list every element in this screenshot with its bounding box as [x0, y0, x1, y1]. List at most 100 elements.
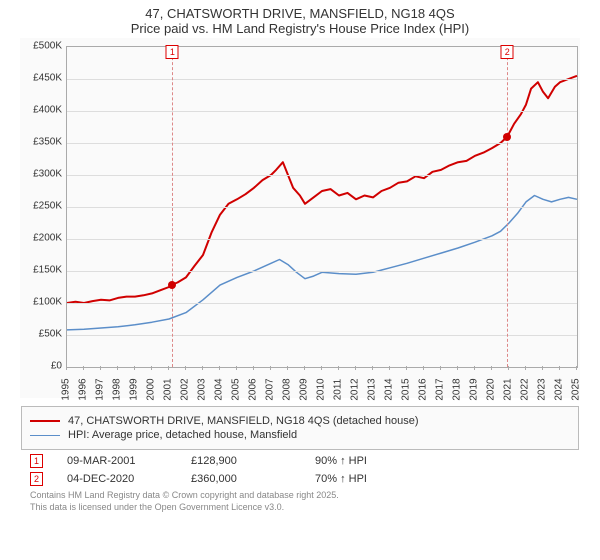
y-axis-label: £50K [39, 329, 62, 340]
event-date: 04-DEC-2020 [67, 473, 167, 485]
y-axis-label: £0 [51, 361, 62, 372]
marker-line [172, 47, 173, 367]
gridline [67, 207, 577, 208]
x-axis-label: 2005 [231, 378, 242, 400]
x-tick [406, 366, 407, 370]
x-axis-label: 2013 [367, 378, 378, 400]
y-axis-label: £450K [33, 73, 62, 84]
x-tick [321, 366, 322, 370]
marker-line [507, 47, 508, 367]
x-tick [151, 366, 152, 370]
x-axis-label: 2000 [146, 378, 157, 400]
x-tick [100, 366, 101, 370]
gridline [67, 111, 577, 112]
marker-dot [168, 281, 176, 289]
legend: 47, CHATSWORTH DRIVE, MANSFIELD, NG18 4Q… [21, 406, 579, 450]
x-tick [338, 366, 339, 370]
x-axis-label: 2009 [299, 378, 310, 400]
legend-label: HPI: Average price, detached house, Mans… [68, 429, 297, 441]
x-axis-label: 2025 [571, 378, 582, 400]
x-axis-label: 2014 [384, 378, 395, 400]
x-tick [270, 366, 271, 370]
x-axis-label: 2007 [265, 378, 276, 400]
gridline [67, 143, 577, 144]
x-tick [168, 366, 169, 370]
plot-area: 12 [66, 46, 578, 368]
x-axis-label: 2002 [180, 378, 191, 400]
x-axis-label: 2017 [435, 378, 446, 400]
legend-swatch [30, 435, 60, 436]
marker-badge: 1 [166, 45, 179, 59]
x-axis-label: 2023 [537, 378, 548, 400]
x-tick [542, 366, 543, 370]
legend-item: 47, CHATSWORTH DRIVE, MANSFIELD, NG18 4Q… [30, 415, 570, 427]
x-axis-label: 2019 [469, 378, 480, 400]
x-axis-label: 2012 [350, 378, 361, 400]
title-line-2: Price paid vs. HM Land Registry's House … [0, 21, 600, 36]
x-tick [185, 366, 186, 370]
attribution-line-1: Contains HM Land Registry data © Crown c… [30, 490, 570, 502]
marker-badge: 2 [501, 45, 514, 59]
y-axis-label: £200K [33, 233, 62, 244]
x-axis-label: 1995 [61, 378, 72, 400]
event-date: 09-MAR-2001 [67, 455, 167, 467]
x-axis-label: 2011 [333, 379, 344, 401]
x-tick [117, 366, 118, 370]
x-axis-label: 1996 [78, 378, 89, 400]
gridline [67, 335, 577, 336]
x-tick [134, 366, 135, 370]
legend-label: 47, CHATSWORTH DRIVE, MANSFIELD, NG18 4Q… [68, 415, 419, 427]
x-axis-label: 2008 [282, 378, 293, 400]
x-axis-label: 2006 [248, 378, 259, 400]
x-axis-label: 1997 [95, 378, 106, 400]
chart-title-block: 47, CHATSWORTH DRIVE, MANSFIELD, NG18 4Q… [0, 0, 600, 38]
x-tick [66, 366, 67, 370]
gridline [67, 239, 577, 240]
x-axis-label: 2018 [452, 378, 463, 400]
chart-container: 12 £0£50K£100K£150K£200K£250K£300K£350K£… [20, 38, 580, 398]
x-axis-label: 1998 [112, 378, 123, 400]
legend-item: HPI: Average price, detached house, Mans… [30, 429, 570, 441]
x-axis-label: 2024 [554, 378, 565, 400]
series-hpi [67, 196, 577, 330]
x-axis-label: 1999 [129, 378, 140, 400]
gridline [67, 303, 577, 304]
y-axis-label: £350K [33, 137, 62, 148]
event-delta: 90% ↑ HPI [315, 455, 415, 467]
x-tick [355, 366, 356, 370]
x-tick [457, 366, 458, 370]
attribution-line-2: This data is licensed under the Open Gov… [30, 502, 570, 514]
x-tick [372, 366, 373, 370]
event-price: £128,900 [191, 455, 291, 467]
y-axis-label: £100K [33, 297, 62, 308]
x-tick [83, 366, 84, 370]
event-row: 1 09-MAR-2001 £128,900 90% ↑ HPI [30, 454, 570, 468]
x-tick [304, 366, 305, 370]
title-line-1: 47, CHATSWORTH DRIVE, MANSFIELD, NG18 4Q… [0, 6, 600, 21]
marker-dot [503, 133, 511, 141]
events-table: 1 09-MAR-2001 £128,900 90% ↑ HPI 2 04-DEC-202… [30, 454, 570, 486]
event-badge: 1 [30, 454, 43, 468]
x-tick [202, 366, 203, 370]
gridline [67, 79, 577, 80]
x-axis-label: 2020 [486, 378, 497, 400]
event-price: £360,000 [191, 473, 291, 485]
x-tick [440, 366, 441, 370]
x-tick [423, 366, 424, 370]
x-axis-label: 2015 [401, 378, 412, 400]
x-tick [219, 366, 220, 370]
x-tick [253, 366, 254, 370]
gridline [67, 175, 577, 176]
x-axis-label: 2022 [520, 378, 531, 400]
y-axis-label: £150K [33, 265, 62, 276]
y-axis-label: £250K [33, 201, 62, 212]
x-axis-label: 2001 [163, 378, 174, 400]
x-tick [491, 366, 492, 370]
x-tick [525, 366, 526, 370]
x-tick [576, 366, 577, 370]
attribution: Contains HM Land Registry data © Crown c… [30, 490, 570, 513]
x-tick [559, 366, 560, 370]
x-tick [389, 366, 390, 370]
x-axis-label: 2016 [418, 378, 429, 400]
event-badge: 2 [30, 472, 43, 486]
